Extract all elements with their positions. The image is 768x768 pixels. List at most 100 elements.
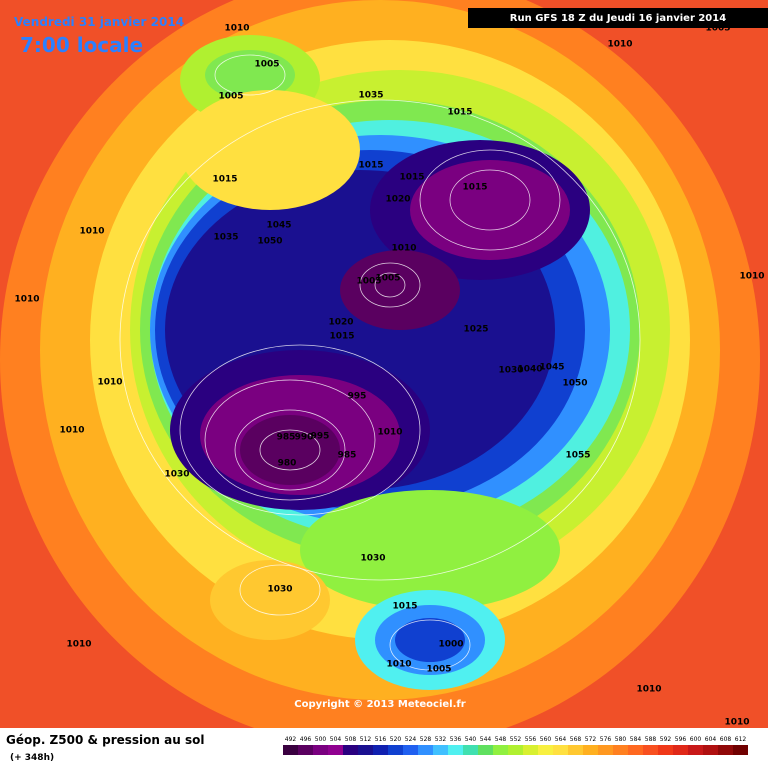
pressure-label: 1055 [565,451,590,461]
pressure-label: 985 [338,451,357,461]
pressure-label: 1005 [356,277,381,287]
scale-swatch [463,745,478,755]
scale-label: 568 [570,736,582,743]
copyright: Copyright © 2013 Meteociel.fr [294,699,465,710]
pressure-label: 1010 [739,272,764,282]
scale-label: 504 [330,736,342,743]
pressure-label: 1045 [266,221,291,231]
pressure-label: 1010 [79,227,104,237]
run-info: Run GFS 18 Z du Jeudi 16 janvier 2014 [510,13,726,24]
scale-label: 564 [555,736,567,743]
scale-label: 536 [450,736,462,743]
scale-swatch [733,745,748,755]
scale-swatch [598,745,613,755]
scale-swatch [358,745,373,755]
pressure-label: 1010 [224,24,249,34]
pressure-label: 1030 [498,366,523,376]
pressure-label: 1045 [539,363,564,373]
scale-swatch [643,745,658,755]
pressure-label: 1010 [607,40,632,50]
pressure-label: 1010 [97,378,122,388]
pressure-label: 1005 [705,24,730,34]
scale-swatch [403,745,418,755]
forecast-date: Vendredi 31 janvier 2014 [14,15,184,29]
pressure-label: 1030 [360,554,385,564]
scale-label: 528 [420,736,432,743]
scale-swatch [658,745,673,755]
scale-label: 516 [375,736,387,743]
scale-label: 612 [735,736,747,743]
scale-swatch [523,745,538,755]
forecast-time: 7:00 locale [20,33,143,57]
pressure-label: 1010 [724,718,749,728]
pressure-label: 1020 [385,195,410,205]
pressure-label: 1010 [636,685,661,695]
scale-label: 560 [540,736,552,743]
scale-label: 572 [585,736,597,743]
pressure-label: 1010 [377,428,402,438]
pressure-label: 1040 [517,365,542,375]
color-scale: 492 496 500 504 508 512 516 520 524 528 532 536 540 5… [283,736,748,755]
legend-title: Géop. Z500 & pression au sol [6,733,204,747]
pressure-label: 1015 [329,332,354,342]
scale-label: 544 [480,736,492,743]
pressure-label: 1005 [375,274,400,284]
pressure-label: 1005 [254,60,279,70]
pressure-label: 1015 [392,602,417,612]
scale-swatch [703,745,718,755]
pressure-label: 1030 [267,585,292,595]
pressure-label: 1035 [213,233,238,243]
pressure-label: 1050 [257,237,282,247]
scale-label: 508 [345,736,357,743]
scale-swatch [583,745,598,755]
legend-lead: (+ 348h) [10,753,54,763]
scale-swatch [328,745,343,755]
scale-swatch [433,745,448,755]
pressure-label: 1005 [218,92,243,102]
pressure-label: 1015 [212,175,237,185]
scale-label: 532 [435,736,447,743]
scale-swatch [283,745,298,755]
run-box [468,8,768,28]
pressure-label: 1015 [358,161,383,171]
scale-label: 584 [630,736,642,743]
pressure-label: 995 [311,432,330,442]
pressure-label: 995 [348,392,367,402]
pressure-label: 990 [295,433,314,443]
pressure-label: 1010 [14,295,39,305]
pressure-label: 1020 [328,318,353,328]
pressure-label: 1015 [462,183,487,193]
scale-swatch [343,745,358,755]
pressure-label: 1015 [399,173,424,183]
scale-label: 600 [690,736,702,743]
scale-swatch [313,745,328,755]
scale-label: 576 [600,736,612,743]
scale-label: 500 [315,736,327,743]
scale-label: 608 [720,736,732,743]
scale-swatch [493,745,508,755]
pressure-label: 1015 [447,108,472,118]
scale-swatch [673,745,688,755]
scale-label: 492 [285,736,297,743]
pressure-label: 1010 [391,244,416,254]
pressure-label: 1010 [386,660,411,670]
scale-label: 588 [645,736,657,743]
scale-label: 520 [390,736,402,743]
pressure-label: 1030 [164,470,189,480]
scale-label: 512 [360,736,372,743]
scale-label: 548 [495,736,507,743]
pressure-label: 980 [278,459,297,469]
scale-swatch [373,745,388,755]
scale-swatch [538,745,553,755]
scale-swatch [448,745,463,755]
scale-swatch [628,745,643,755]
scale-swatch [613,745,628,755]
scale-swatch [568,745,583,755]
scale-label: 592 [660,736,672,743]
scale-swatch [418,745,433,755]
scale-label: 604 [705,736,717,743]
map-field [0,0,768,728]
scale-label: 524 [405,736,417,743]
